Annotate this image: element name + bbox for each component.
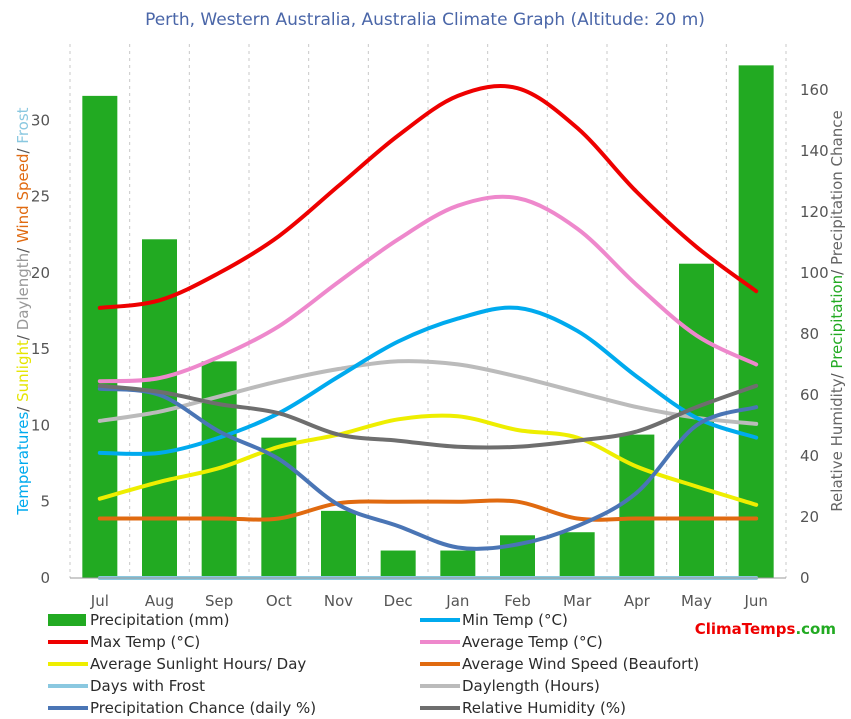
daylength-hours-line [97, 359, 759, 426]
legend-label: Min Temp (°C) [462, 611, 568, 629]
precipitation-bar [440, 550, 476, 578]
axis-label-part: / [828, 265, 846, 275]
axis-label-part: Precipitation Chance [828, 110, 846, 265]
precipitation-chance-daily-line [97, 386, 759, 551]
legend-label: Days with Frost [90, 677, 205, 695]
precipitation-bar [738, 65, 774, 579]
left-tick-label: 30 [31, 111, 50, 129]
right-tick-label: 60 [800, 386, 819, 404]
axis-label-part: / [14, 330, 32, 340]
x-tick-label: Sep [205, 592, 233, 610]
legend-swatch [48, 614, 86, 626]
legend-label: Average Sunlight Hours/ Day [90, 655, 306, 673]
chart-title: Perth, Western Australia, Australia Clim… [145, 10, 705, 30]
right-tick-label: 160 [800, 81, 829, 99]
axis-label-part: Temperatures [14, 412, 32, 516]
brand-part: .com [795, 620, 836, 638]
brand-part: Clima [695, 620, 742, 638]
min-temp-c-line [97, 305, 759, 456]
axis-label-part: / [14, 144, 32, 154]
right-tick-label: 40 [800, 447, 819, 465]
axis-label-part: Relative Humidity [828, 378, 846, 511]
precipitation-bar [559, 532, 595, 578]
axis-label-part: Precipitation [828, 275, 846, 369]
precipitation-bar [619, 434, 655, 578]
x-tick-label: Feb [504, 592, 531, 610]
max-temp-c-line [97, 84, 759, 310]
x-tick-label: Oct [266, 592, 292, 610]
x-tick-label: Jul [90, 592, 109, 610]
grid-lines [69, 44, 787, 578]
axis-label-part: Frost [14, 107, 32, 143]
legend-label: Max Temp (°C) [90, 633, 200, 651]
x-tick-label: Jan [445, 592, 469, 610]
right-tick-label: 0 [800, 569, 810, 587]
x-tick-label: Dec [384, 592, 413, 610]
precipitation-bars [82, 65, 774, 579]
legend-label: Relative Humidity (%) [462, 699, 626, 717]
legend-label: Precipitation Chance (daily %) [90, 699, 316, 717]
brand-part: Temps [742, 620, 796, 638]
right-tick-label: 100 [800, 264, 829, 282]
average-wind-speed-beaufort-line [97, 498, 759, 522]
left-axis-label: Temperatures/ Sunlight/ Daylength/ Wind … [14, 107, 32, 515]
average-sunlight-hours-day-line [97, 413, 759, 507]
legend-label: Average Temp (°C) [462, 633, 603, 651]
legend-label: Precipitation (mm) [90, 611, 229, 629]
x-tick-label: Jun [743, 592, 767, 610]
left-tick-label: 5 [40, 493, 50, 511]
precipitation-bar [82, 95, 118, 579]
right-tick-label: 80 [800, 325, 819, 343]
left-tick-label: 20 [31, 264, 50, 282]
right-axis-label: Relative Humidity/ Precipitation/ Precip… [828, 110, 846, 511]
right-tick-label: 20 [800, 508, 819, 526]
left-tick-label: 10 [31, 416, 50, 434]
left-tick-label: 15 [31, 340, 50, 358]
axes: 0 5 10 15 20 25 30 0 20 40 60 80 100 120 140 160 Jul Aug S… [31, 81, 829, 610]
axis-label-part: Wind Speed [14, 154, 32, 244]
right-tick-label: 120 [800, 203, 829, 221]
legend: Precipitation (mm) Min Temp (°C) Max Temp … [48, 611, 699, 717]
precipitation-bar [380, 550, 416, 578]
x-tick-label: Mar [563, 592, 592, 610]
right-tick-label: 140 [800, 142, 829, 160]
average-temp-c-line [97, 194, 759, 384]
axis-label-part: / [828, 369, 846, 379]
x-tick-label: Aug [145, 592, 174, 610]
axis-label-part: Daylength [14, 253, 32, 330]
relative-humidity-line [97, 383, 759, 450]
brand-logo: ClimaTemps.com [695, 620, 836, 638]
x-tick-label: Nov [324, 592, 353, 610]
x-tick-label: Apr [624, 592, 651, 610]
axis-label-part: Sunlight [14, 340, 32, 402]
left-tick-label: 25 [31, 188, 50, 206]
axis-label-part: / [14, 402, 32, 412]
x-tick-label: May [681, 592, 712, 610]
legend-label: Average Wind Speed (Beaufort) [462, 655, 699, 673]
legend-label: Daylength (Hours) [462, 677, 600, 695]
axis-label-part: / [14, 243, 32, 253]
precipitation-bar [321, 510, 356, 578]
left-tick-label: 0 [40, 569, 50, 587]
